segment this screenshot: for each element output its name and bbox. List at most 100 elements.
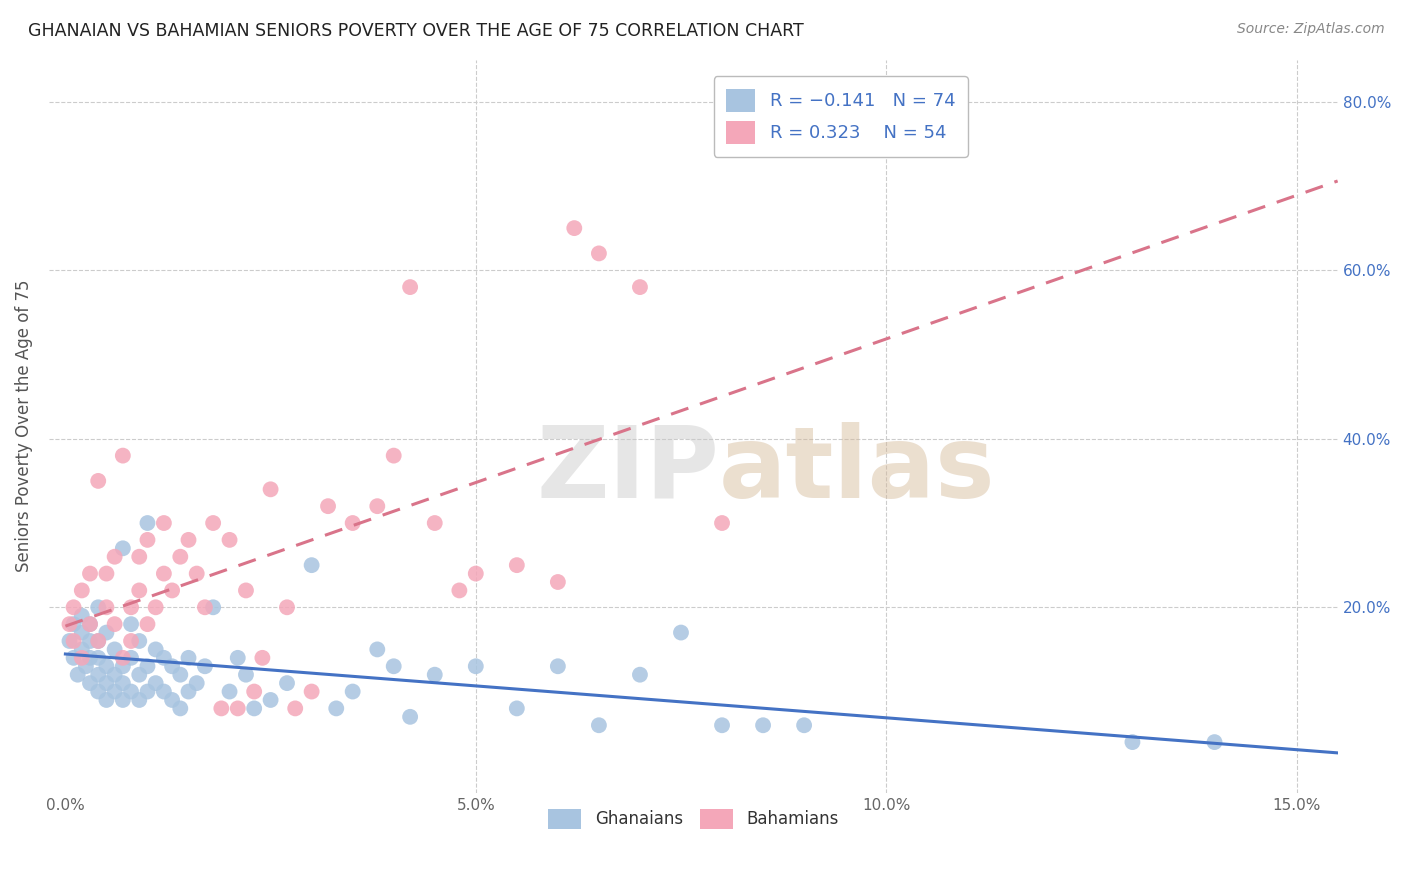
Point — [79, 634, 101, 648]
Point — [87, 650, 110, 665]
Point — [160, 693, 183, 707]
Point — [87, 667, 110, 681]
Point — [62, 650, 84, 665]
Point — [793, 718, 815, 732]
Point — [218, 684, 240, 698]
Point — [399, 280, 422, 294]
Point — [66, 667, 89, 681]
Point — [104, 667, 127, 681]
Point — [79, 617, 101, 632]
Point — [153, 684, 176, 698]
Point — [423, 667, 446, 681]
Point — [111, 659, 134, 673]
Point — [1204, 735, 1226, 749]
Point — [79, 617, 101, 632]
Point — [194, 659, 217, 673]
Point — [160, 583, 183, 598]
Point — [87, 600, 110, 615]
Point — [1121, 735, 1143, 749]
Point — [136, 516, 159, 530]
Point — [128, 667, 150, 681]
Point — [284, 701, 307, 715]
Point — [588, 718, 610, 732]
Point — [153, 516, 176, 530]
Point — [226, 701, 249, 715]
Point — [79, 676, 101, 690]
Point — [186, 566, 208, 581]
Point — [128, 693, 150, 707]
Point — [628, 280, 651, 294]
Point — [58, 617, 80, 632]
Text: atlas: atlas — [718, 422, 995, 518]
Point — [120, 684, 142, 698]
Point — [325, 701, 347, 715]
Point — [111, 449, 134, 463]
Point — [301, 558, 323, 573]
Point — [79, 566, 101, 581]
Point — [547, 659, 569, 673]
Point — [70, 650, 93, 665]
Point — [62, 600, 84, 615]
Point — [259, 483, 281, 497]
Point — [506, 558, 529, 573]
Point — [243, 684, 266, 698]
Point — [58, 634, 80, 648]
Point — [243, 701, 266, 715]
Y-axis label: Seniors Poverty Over the Age of 75: Seniors Poverty Over the Age of 75 — [15, 280, 32, 573]
Point — [194, 600, 217, 615]
Point — [186, 676, 208, 690]
Point — [136, 533, 159, 547]
Point — [366, 642, 388, 657]
Point — [128, 583, 150, 598]
Point — [464, 566, 486, 581]
Point — [202, 600, 225, 615]
Point — [588, 246, 610, 260]
Point — [62, 634, 84, 648]
Point — [342, 516, 364, 530]
Point — [136, 684, 159, 698]
Point — [218, 533, 240, 547]
Point — [382, 659, 405, 673]
Point — [96, 600, 118, 615]
Point — [87, 474, 110, 488]
Point — [259, 693, 281, 707]
Point — [547, 574, 569, 589]
Point — [711, 718, 734, 732]
Point — [382, 449, 405, 463]
Point — [276, 676, 298, 690]
Point — [87, 634, 110, 648]
Point — [120, 600, 142, 615]
Point — [464, 659, 486, 673]
Point — [136, 617, 159, 632]
Legend: Ghanaians, Bahamians: Ghanaians, Bahamians — [541, 802, 845, 836]
Point — [62, 617, 84, 632]
Point — [96, 625, 118, 640]
Point — [96, 676, 118, 690]
Point — [120, 617, 142, 632]
Point — [202, 516, 225, 530]
Point — [169, 701, 191, 715]
Point — [128, 634, 150, 648]
Point — [145, 642, 167, 657]
Point — [70, 642, 93, 657]
Point — [104, 684, 127, 698]
Point — [366, 499, 388, 513]
Point — [75, 659, 97, 673]
Point — [153, 566, 176, 581]
Point — [104, 549, 127, 564]
Text: GHANAIAN VS BAHAMIAN SENIORS POVERTY OVER THE AGE OF 75 CORRELATION CHART: GHANAIAN VS BAHAMIAN SENIORS POVERTY OVE… — [28, 22, 804, 40]
Point — [70, 583, 93, 598]
Point — [235, 583, 257, 598]
Point — [153, 650, 176, 665]
Point — [316, 499, 339, 513]
Point — [169, 667, 191, 681]
Point — [111, 541, 134, 556]
Point — [506, 701, 529, 715]
Point — [111, 676, 134, 690]
Point — [111, 650, 134, 665]
Point — [276, 600, 298, 615]
Point — [711, 516, 734, 530]
Point — [96, 566, 118, 581]
Point — [399, 710, 422, 724]
Point — [301, 684, 323, 698]
